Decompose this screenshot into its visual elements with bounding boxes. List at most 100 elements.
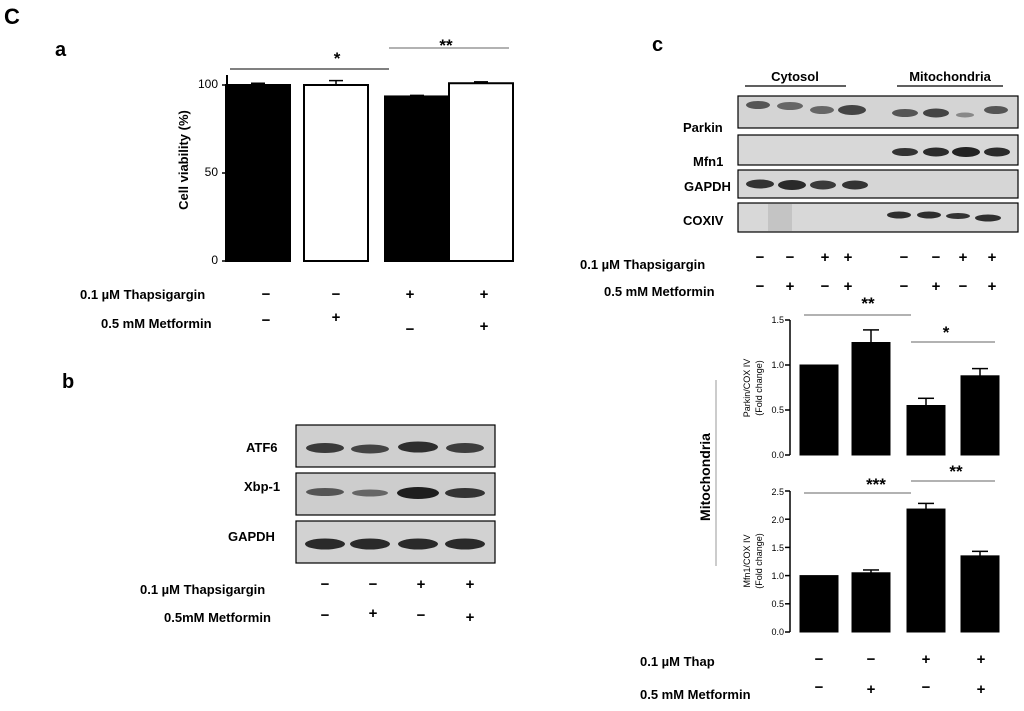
condition-sign: + (480, 286, 489, 303)
bar (851, 572, 891, 633)
y-tick-label: 1.0 (771, 360, 784, 370)
blot-band (892, 109, 918, 117)
condition-sign: − (332, 286, 341, 303)
panel-b-label: b (62, 371, 74, 393)
condition-sign: − (756, 249, 765, 266)
condition-sign: + (480, 318, 489, 335)
condition-label-thap: 0.1 µM Thap (640, 654, 715, 669)
condition-sign: + (417, 576, 426, 593)
blot-band (923, 108, 949, 118)
blot-band (956, 112, 974, 118)
band-label-gapdh: GAPDH (228, 529, 275, 544)
condition-sign: − (417, 607, 426, 624)
y-tick-label: 0 (211, 253, 218, 267)
blot-band (838, 105, 866, 115)
y-axis-label: Mfn1/COX IV (742, 534, 752, 587)
condition-sign: + (821, 249, 830, 266)
condition-sign: + (922, 651, 931, 668)
y-tick-label: 1.0 (771, 571, 784, 581)
condition-label-metformin: 0.5 mM Metformin (640, 687, 751, 702)
condition-sign: − (900, 249, 909, 266)
blot-band (923, 147, 949, 157)
blot-strip-parkin (737, 95, 1019, 129)
condition-sign: − (815, 679, 824, 696)
panel-a-label: a (55, 39, 67, 61)
condition-sign: + (977, 651, 986, 668)
blot-band (810, 180, 836, 190)
blot-band (946, 213, 970, 219)
parkin-chart: Parkin/COX IV (Fold change) 0.0 0.5 1.0 … (742, 294, 1000, 460)
condition-sign: − (867, 651, 876, 668)
blot-band (778, 180, 806, 190)
y-tick-label: 0.5 (771, 405, 784, 415)
condition-sign: + (988, 278, 997, 295)
y-tick-label: 2.5 (771, 487, 784, 497)
condition-label-thapsigargin: 0.1 µM Thapsigargin (80, 287, 205, 302)
condition-sign: + (332, 309, 341, 326)
condition-label-thapsigargin: 0.1 µM Thapsigargin (140, 582, 265, 597)
condition-sign: + (988, 249, 997, 266)
bar (799, 364, 839, 456)
header-cytosol: Cytosol (771, 69, 819, 84)
condition-sign: + (466, 576, 475, 593)
blot-band (306, 488, 344, 496)
condition-sign: − (959, 278, 968, 295)
panel-c-label: c (652, 34, 663, 56)
blot-band (397, 487, 439, 499)
condition-sign: − (321, 607, 330, 624)
condition-sign: − (406, 321, 415, 338)
blot-band (446, 443, 484, 453)
blot-band (887, 211, 911, 219)
side-label-mitochondria: Mitochondria (697, 433, 713, 521)
y-tick-label: 50 (205, 165, 219, 179)
condition-sign: − (369, 576, 378, 593)
bar (851, 342, 891, 456)
condition-sign: − (815, 651, 824, 668)
condition-sign: + (844, 278, 853, 295)
band-label-coxiv: COXIV (683, 213, 724, 228)
condition-sign: + (867, 681, 876, 698)
header-mitochondria: Mitochondria (909, 69, 991, 84)
blot-band (398, 441, 438, 453)
blot-band (350, 538, 390, 550)
blot-band (398, 538, 438, 550)
band-label-mfn1: Mfn1 (693, 154, 723, 169)
blot-band (892, 148, 918, 156)
blot-band (445, 538, 485, 550)
y-tick-label: 2.0 (771, 515, 784, 525)
bar (960, 375, 1000, 456)
blot-band (351, 444, 389, 454)
condition-sign: + (977, 681, 986, 698)
significance-label: *** (866, 475, 886, 494)
condition-sign: − (900, 278, 909, 295)
condition-sign: − (756, 278, 765, 295)
y-axis-label: (Fold change) (754, 360, 764, 416)
y-axis-label: Cell viability (%) (176, 110, 191, 210)
y-tick-label: 0.0 (771, 627, 784, 637)
condition-sign: − (786, 249, 795, 266)
y-tick-label: 100 (198, 77, 218, 91)
significance-label: ** (439, 36, 453, 55)
condition-sign: − (821, 278, 830, 295)
blot-band (777, 102, 803, 110)
condition-label-metformin: 0.5 mM Metformin (101, 316, 212, 331)
condition-sign: − (262, 312, 271, 329)
blot-band (445, 488, 485, 498)
mfn1-chart: Mfn1/COX IV (Fold change) 0.0 0.5 1.0 1.… (742, 462, 1000, 637)
y-tick-label: 1.5 (771, 543, 784, 553)
bar (799, 575, 839, 633)
condition-sign: − (262, 286, 271, 303)
blot-band (917, 211, 941, 219)
condition-sign: − (922, 679, 931, 696)
significance-label: ** (861, 294, 875, 313)
band-label-atf6: ATF6 (246, 440, 278, 455)
viability-chart: Cell viability (%) 0 50 100 * ** (176, 36, 514, 267)
y-tick-label: 0.5 (771, 599, 784, 609)
condition-sign: + (369, 605, 378, 622)
band-label-parkin: Parkin (683, 120, 723, 135)
significance-label: ** (949, 462, 963, 481)
y-tick-label: 1.5 (771, 315, 784, 325)
bar (960, 555, 1000, 633)
y-tick-label: 0.0 (771, 450, 784, 460)
